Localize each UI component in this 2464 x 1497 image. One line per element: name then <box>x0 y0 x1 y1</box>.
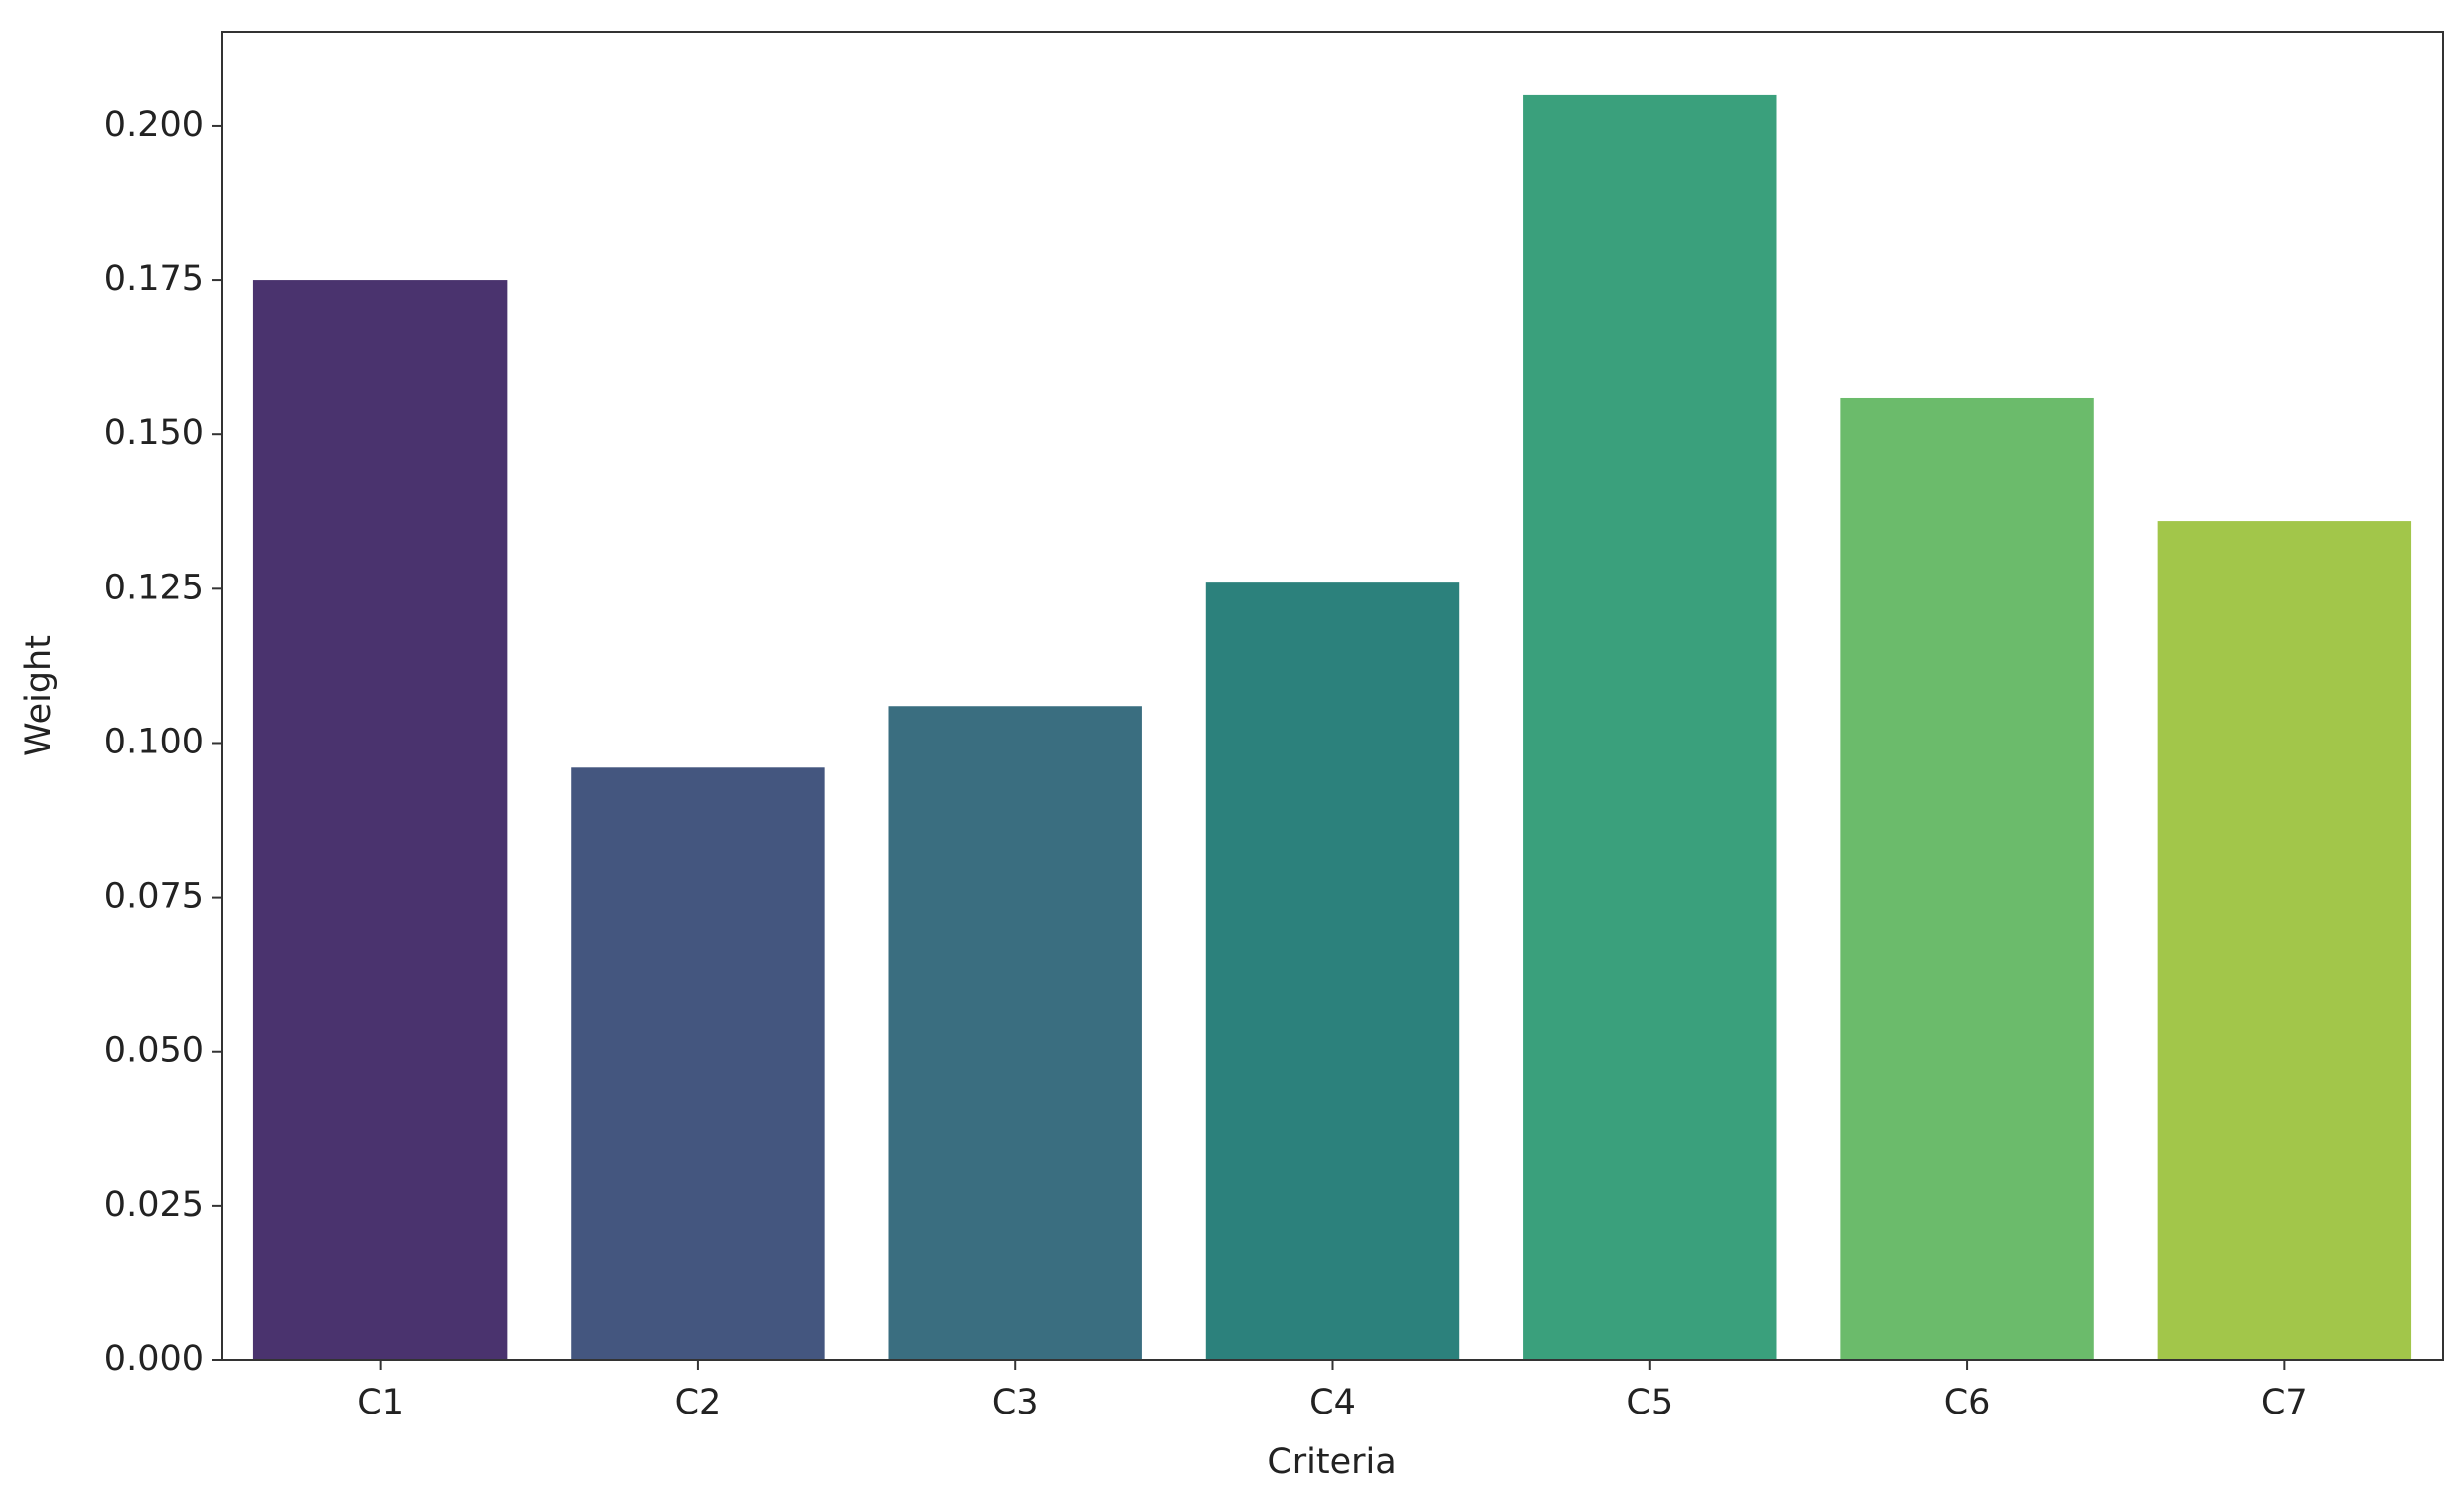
bar <box>1205 582 1460 1360</box>
x-tick-label: C1 <box>357 1383 404 1422</box>
bar <box>1523 94 1777 1360</box>
x-tick-label: C4 <box>1309 1383 1356 1422</box>
x-axis-label: Criteria <box>1267 1442 1396 1482</box>
y-axis-label: Weight <box>19 635 59 756</box>
y-tick-label: 0.000 <box>104 1339 204 1379</box>
bar <box>571 767 825 1360</box>
y-tick-label: 0.125 <box>104 568 204 607</box>
bar <box>888 706 1142 1360</box>
y-tick-label: 0.050 <box>104 1031 204 1071</box>
x-tick-label: C2 <box>675 1383 722 1422</box>
y-tick-label: 0.100 <box>104 722 204 761</box>
plot-frame <box>221 31 2444 1361</box>
bar <box>1840 397 2094 1360</box>
y-tick-label: 0.175 <box>104 259 204 299</box>
x-tick-label: C3 <box>992 1383 1039 1422</box>
y-tick-label: 0.025 <box>104 1185 204 1225</box>
y-tick-label: 0.200 <box>104 105 204 145</box>
x-tick-label: C7 <box>2261 1383 2308 1422</box>
bar <box>252 280 508 1361</box>
x-tick-label: C6 <box>1944 1383 1991 1422</box>
y-tick-label: 0.150 <box>104 414 204 453</box>
x-tick-label: C5 <box>1626 1383 1673 1422</box>
bar <box>2157 521 2412 1360</box>
y-tick-label: 0.075 <box>104 877 204 916</box>
